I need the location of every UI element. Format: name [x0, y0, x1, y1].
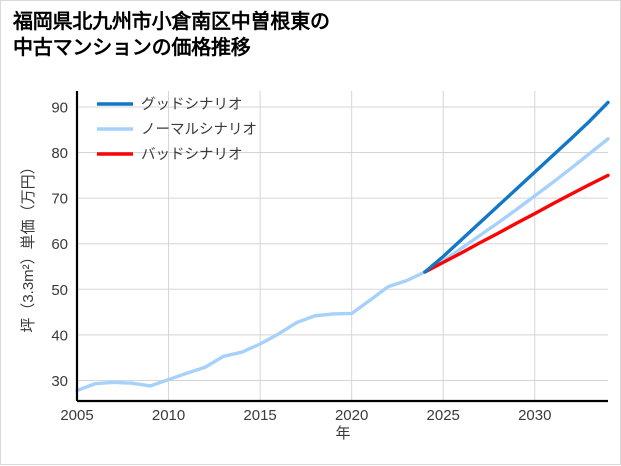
y-tick-label: 40	[51, 327, 68, 344]
y-axis-title: 坪（3.3m²）単価（万円）	[20, 159, 37, 332]
series-line-normal	[75, 137, 610, 393]
legend-label-good[interactable]: グッドシナリオ	[141, 96, 243, 113]
axis-spines	[75, 91, 608, 403]
legend-label-bad[interactable]: バッドシナリオ	[141, 147, 243, 163]
y-tick-label: 70	[51, 191, 68, 208]
series-group	[75, 100, 610, 393]
x-tick-label: 2020	[335, 407, 368, 424]
y-tick-labels: 30 40 50 60 70 80 90	[51, 99, 68, 390]
y-tick-label: 60	[51, 236, 68, 253]
x-tick-label: 2015	[243, 407, 276, 424]
x-tick-label: 2005	[60, 407, 93, 424]
y-tick-label: 90	[51, 99, 68, 116]
x-tick-label: 2010	[152, 407, 185, 424]
series-line-good	[423, 100, 610, 274]
y-tick-label: 80	[51, 145, 68, 162]
x-tick-label: 2025	[427, 407, 460, 424]
x-axis-title: 年	[335, 425, 350, 442]
y-tick-label: 50	[51, 282, 68, 299]
x-tick-label: 2030	[518, 407, 551, 424]
x-tick-labels: 2005 2010 2015 2020 2025 2030	[60, 407, 551, 424]
legend-label-normal[interactable]: ノーマルシナリオ	[141, 122, 257, 138]
chart-title: 福岡県北九州市小倉南区中曽根東の 中古マンションの価格推移	[13, 11, 330, 60]
y-tick-label: 30	[51, 373, 68, 390]
series-line-bad	[423, 173, 610, 274]
